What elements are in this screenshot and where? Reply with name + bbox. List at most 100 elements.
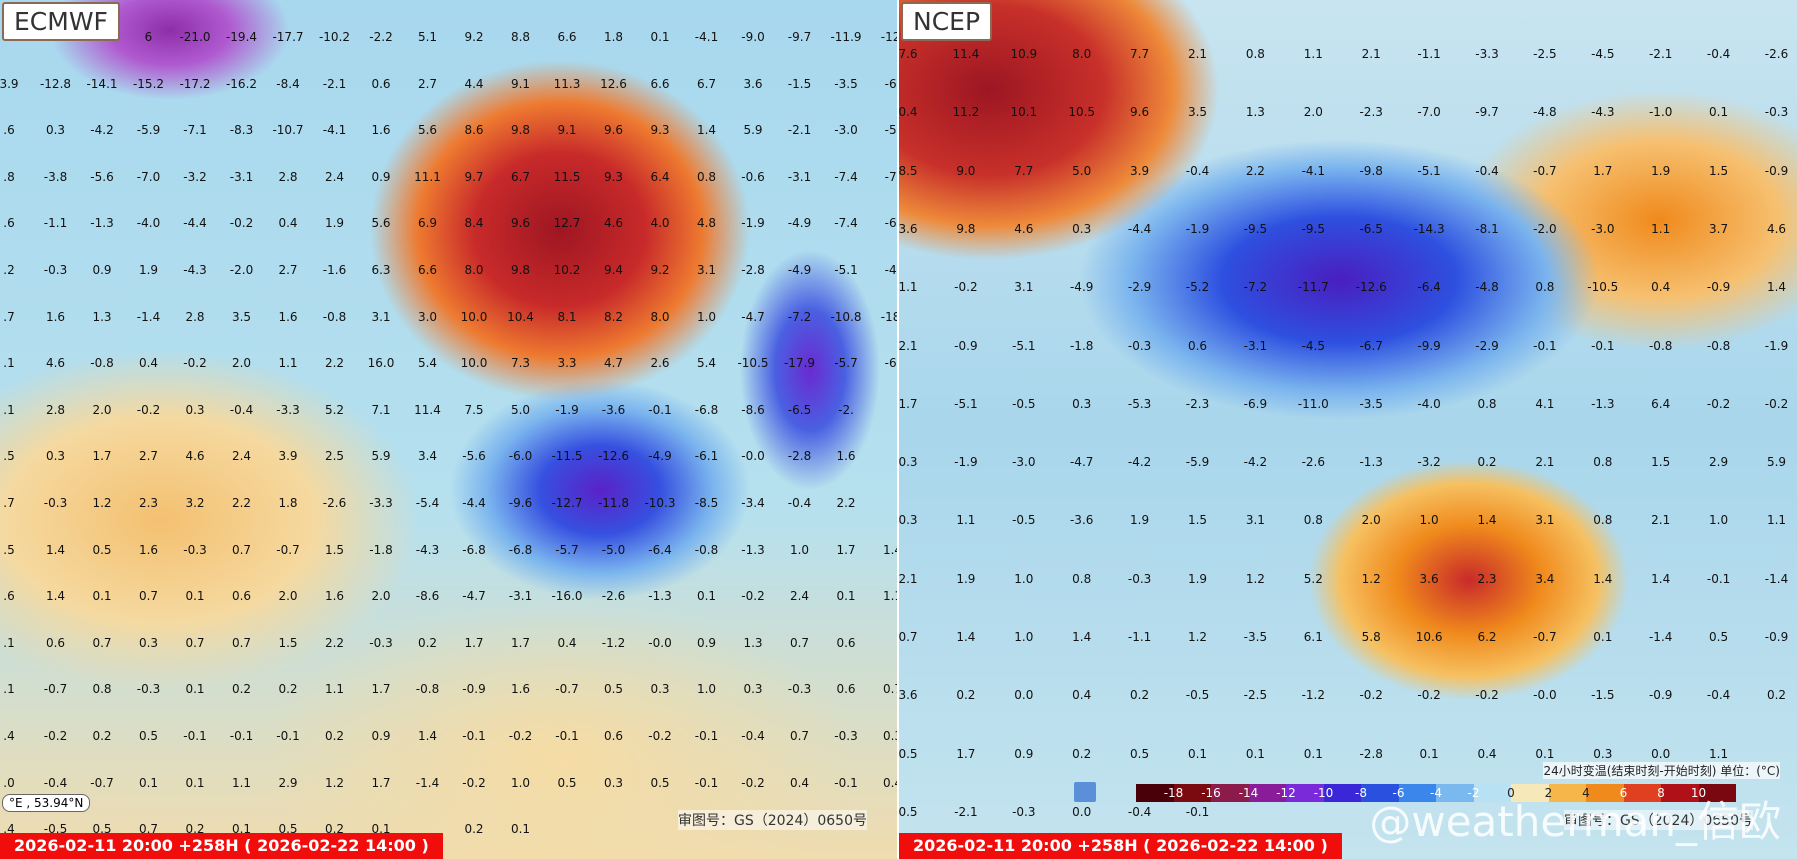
grid-value: 9.3	[603, 169, 624, 184]
grid-value: 2.2	[836, 496, 856, 510]
grid-value: 0.2	[231, 682, 252, 697]
color-swatch	[1511, 784, 1549, 802]
grid-value: -0.5	[43, 822, 68, 837]
arrow-button[interactable]	[1074, 782, 1096, 802]
grid-value: -5.1	[1012, 338, 1036, 353]
grid-value: .7	[3, 309, 15, 324]
grid-value: 1.5	[1709, 163, 1729, 178]
grid-value: -0.1	[648, 402, 672, 417]
grid-value: 5.8	[1361, 630, 1381, 644]
grid-value: 1.7	[510, 635, 531, 650]
grid-value: -0.4	[1475, 163, 1499, 178]
grid-value: -1.4	[415, 775, 440, 790]
grid-value: 1.1	[1709, 746, 1729, 761]
grid-value: 2.7	[417, 76, 438, 91]
grid-value: 0.0	[1014, 688, 1034, 703]
grid-value: 1.0	[1709, 513, 1729, 528]
grid-value: 3.1	[1245, 513, 1265, 528]
legend-tick: -12	[1276, 786, 1296, 800]
grid-value: -6.8	[694, 402, 719, 417]
grid-value: 2.9	[1709, 455, 1729, 470]
grid-value: -4.8	[1475, 280, 1499, 295]
grid-value: -7.1	[183, 123, 207, 138]
grid-value: 0.1	[836, 589, 856, 604]
grid-value: 7.1	[371, 402, 391, 417]
grid-value: 0.7	[231, 635, 252, 650]
grid-value: 1.5	[1651, 455, 1671, 470]
grid-value: 1.3	[743, 635, 763, 650]
grid-value: 7.7	[1130, 47, 1150, 61]
grid-value: 2.1	[1187, 47, 1208, 61]
grid-value: 1.1	[278, 356, 298, 371]
grid-value: 11.2	[952, 105, 980, 120]
grid-value: -0.7	[43, 682, 68, 697]
grid-value: 11.3	[553, 76, 581, 91]
grid-value: -0.2	[229, 216, 254, 231]
grid-value: 0.4	[138, 356, 159, 371]
grid-value: 0.4	[1072, 688, 1092, 703]
grid-value: -0.4	[1706, 47, 1731, 61]
grid-value: -0.8	[90, 356, 114, 371]
grid-value: -0.8	[415, 682, 440, 697]
grid-value: -0.1	[694, 775, 719, 790]
grid-value: 0.3	[45, 123, 66, 138]
grid-value: -4.0	[136, 216, 161, 231]
grid-value: -4.1	[1301, 163, 1326, 178]
grid-value: .6	[3, 216, 15, 231]
grid-value: -2.9	[1127, 280, 1152, 295]
grid-value: .4	[3, 822, 15, 837]
grid-value: -0.9	[954, 338, 978, 353]
grid-value: 0.3	[185, 402, 205, 417]
grid-value: -15.2	[132, 76, 165, 91]
grid-value: 3.9	[278, 449, 298, 464]
grid-value: .5	[3, 449, 15, 464]
grid-value: 0.3	[1072, 221, 1092, 236]
grid-value: -2.8	[741, 263, 765, 277]
grid-value: 1.9	[1651, 163, 1671, 178]
grid-value: -2.3	[1185, 396, 1210, 411]
grid-value: 9.1	[510, 76, 531, 91]
grid-value: -2.6	[322, 496, 347, 510]
grid-value: -6.4	[648, 542, 672, 557]
grid-value: 2.6	[650, 356, 670, 371]
grid-value: 0.2	[1072, 746, 1092, 761]
grid-value: 0.7	[882, 682, 897, 697]
grid-value: -0.2	[183, 356, 207, 371]
grid-value: -0.0	[1533, 688, 1557, 703]
grid-value: 2.4	[324, 169, 345, 184]
grid-value: 9.6	[510, 216, 531, 231]
grid-value: -1.8	[1069, 338, 1094, 353]
grid-value: -1.5	[787, 76, 812, 91]
grid-value: 7.7	[1014, 163, 1034, 178]
grid-value: 0.5	[899, 804, 918, 819]
grid-value: -5.2	[1185, 280, 1210, 295]
color-swatch	[1623, 784, 1661, 802]
grid-value: 6.3	[371, 263, 391, 277]
grid-value: 3.5	[1187, 105, 1208, 120]
grid-value: -0.2	[1417, 688, 1441, 703]
grid-value: 0.2	[324, 729, 345, 743]
grid-value: -5.1	[834, 263, 858, 277]
grid-value: 1.1	[231, 775, 252, 790]
grid-value: 0.6	[45, 635, 66, 650]
grid-value: 0.2	[92, 729, 112, 743]
grid-value: 1.7	[92, 449, 112, 464]
grid-value: -0.7	[555, 682, 579, 697]
grid-value: -6.5	[1359, 221, 1383, 236]
grid-value: 1.5	[324, 542, 345, 557]
grid-value: 1.1	[899, 280, 918, 295]
grid-value: 0.2	[464, 822, 484, 837]
grid-value: 1.9	[138, 263, 159, 277]
grid-value: 3.1	[1535, 513, 1555, 528]
grid-value: -14.1	[86, 76, 118, 91]
grid-value: -0.4	[1127, 804, 1152, 819]
grid-value: -0.5	[1185, 688, 1210, 703]
grid-value: -3.1	[229, 169, 254, 184]
grid-value: 11.4	[952, 47, 980, 61]
grid-value: 6.2	[1477, 630, 1497, 644]
grid-value: -7.	[884, 169, 897, 184]
grid-value: 8.0	[1072, 47, 1092, 61]
color-swatch	[1248, 784, 1286, 802]
grid-value: 4.0	[650, 216, 670, 231]
grid-value: 1.1	[1303, 47, 1323, 61]
